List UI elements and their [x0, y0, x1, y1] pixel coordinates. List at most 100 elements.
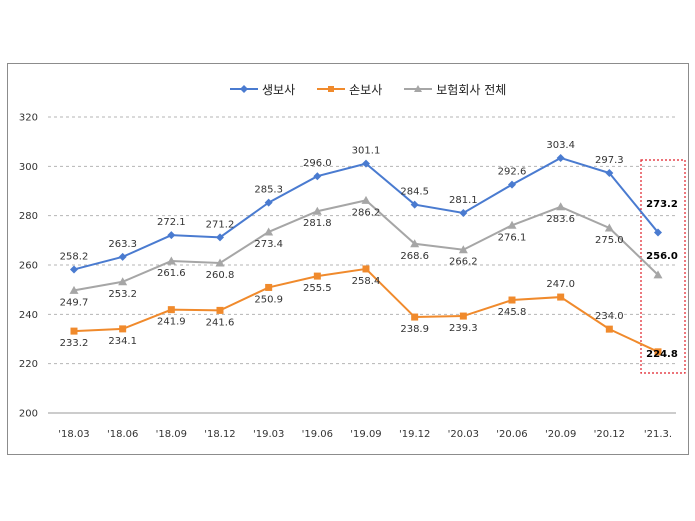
- x-tick-label: '19.12: [399, 429, 430, 440]
- data-label: 276.1: [498, 232, 527, 243]
- data-point: [605, 325, 613, 333]
- data-label: 245.8: [498, 307, 527, 318]
- data-label: 301.1: [352, 146, 381, 157]
- data-label: 249.7: [60, 297, 89, 308]
- data-point: [215, 258, 225, 267]
- data-point: [118, 277, 128, 286]
- data-label: 255.5: [303, 283, 332, 294]
- highlight-box: [640, 159, 686, 374]
- data-label: 241.6: [206, 317, 235, 328]
- data-point: [654, 348, 662, 356]
- data-point: [411, 313, 419, 321]
- data-point: [312, 206, 322, 215]
- data-point: [216, 306, 224, 314]
- data-point: [362, 265, 370, 273]
- data-point: [362, 159, 370, 168]
- data-point: [508, 180, 516, 189]
- data-point: [167, 231, 176, 240]
- data-label: 297.3: [595, 155, 624, 166]
- x-tick-label: '18.12: [204, 429, 235, 440]
- legend-entry-nonlife: 손보사: [317, 81, 382, 98]
- data-label: 272.1: [157, 217, 186, 228]
- data-point: [70, 327, 78, 335]
- data-point: [410, 200, 419, 209]
- data-point: [167, 306, 175, 314]
- legend-swatch-total: [404, 85, 433, 92]
- y-tick-label: 320: [19, 113, 38, 124]
- data-label: 303.4: [546, 140, 575, 151]
- data-point: [216, 233, 224, 242]
- data-point: [459, 208, 468, 217]
- x-tick-label: '20.09: [545, 429, 576, 440]
- data-point: [313, 272, 321, 280]
- x-tick-label: '18.03: [58, 429, 89, 440]
- data-label: 281.8: [303, 218, 332, 229]
- data-point: [654, 228, 662, 237]
- data-point: [653, 270, 663, 279]
- data-point: [604, 223, 614, 232]
- legend-entry-life: 생보사: [230, 81, 295, 98]
- data-point: [166, 256, 176, 265]
- x-tick-label: '18.09: [156, 429, 187, 440]
- legend-entry-total: 보험회사 전체: [404, 81, 506, 98]
- data-label: 284.5: [400, 187, 429, 198]
- data-label: 271.2: [206, 219, 235, 230]
- data-point: [605, 168, 614, 177]
- data-label: 285.3: [254, 185, 283, 196]
- x-tick-label: '19.03: [253, 429, 284, 440]
- data-label: 275.0: [595, 235, 624, 246]
- data-point: [556, 202, 566, 211]
- data-label: 234.0: [595, 311, 624, 322]
- data-label: 250.9: [254, 294, 283, 305]
- legend-label-total: 보험회사 전체: [436, 82, 507, 97]
- data-point: [118, 252, 127, 261]
- y-tick-label: 200: [19, 409, 38, 420]
- data-point: [507, 220, 517, 229]
- data-label: 286.2: [352, 207, 381, 218]
- data-point: [264, 198, 273, 207]
- x-tick-label: '18.06: [107, 429, 138, 440]
- data-point: [70, 265, 78, 274]
- data-point: [508, 296, 516, 304]
- data-point: [458, 245, 468, 254]
- y-tick-label: 260: [19, 261, 38, 272]
- data-label: 273.4: [254, 239, 283, 250]
- legend-swatch-nonlife: [317, 86, 346, 92]
- legend-label-life: 생보사: [262, 82, 296, 97]
- data-label: 281.1: [449, 195, 478, 206]
- legend-swatch-life: [230, 85, 258, 93]
- x-tick-label: '20.03: [448, 429, 479, 440]
- data-label: 296.0: [303, 158, 332, 169]
- data-label: 273.2: [646, 199, 678, 210]
- data-point: [459, 312, 467, 320]
- data-point: [119, 325, 127, 333]
- chart-legend: 생보사 손보사 보험회사 전체: [230, 79, 506, 99]
- data-point: [557, 293, 565, 301]
- x-tick-label: '19.06: [302, 429, 333, 440]
- data-point: [69, 285, 79, 294]
- data-label: 263.3: [108, 239, 137, 250]
- data-point: [361, 195, 371, 204]
- y-tick-label: 280: [19, 211, 38, 222]
- x-tick-label: '20.06: [496, 429, 527, 440]
- data-label: 234.1: [108, 336, 137, 347]
- data-label: 256.0: [646, 251, 678, 262]
- y-tick-label: 240: [19, 310, 38, 321]
- y-tick-label: 220: [19, 359, 38, 370]
- data-label: 253.2: [108, 289, 137, 300]
- data-label: 258.4: [352, 276, 381, 287]
- data-label: 261.6: [157, 268, 186, 279]
- data-point: [410, 239, 420, 248]
- legend-label-nonlife: 손보사: [349, 82, 383, 97]
- data-point: [265, 283, 273, 291]
- data-label: 247.0: [546, 279, 575, 290]
- data-label: 292.6: [498, 167, 527, 178]
- data-label: 239.3: [449, 323, 478, 334]
- y-tick-label: 300: [19, 162, 38, 173]
- data-label: 283.6: [546, 214, 575, 225]
- data-label: 268.6: [400, 251, 429, 262]
- data-label: 233.2: [60, 338, 89, 349]
- data-point: [556, 153, 565, 162]
- data-label: 238.9: [400, 324, 429, 335]
